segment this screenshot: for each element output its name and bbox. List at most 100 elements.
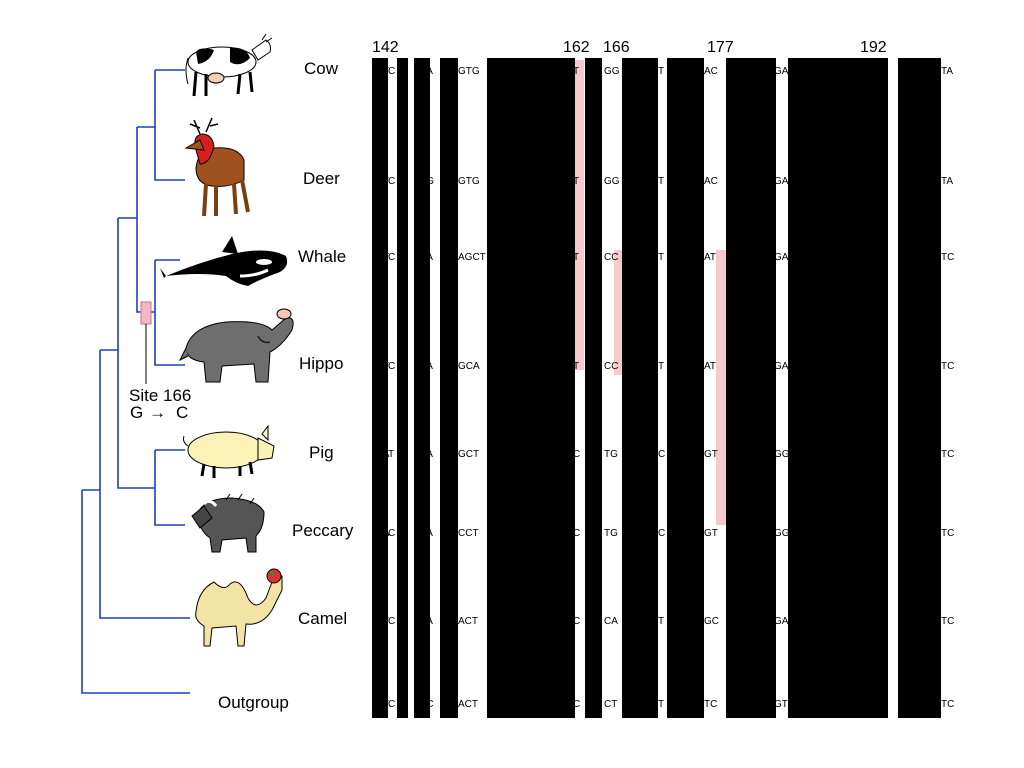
sequence-fragment: C bbox=[388, 361, 395, 372]
site-number: 142 bbox=[372, 39, 399, 56]
site-number: 166 bbox=[603, 39, 630, 56]
sequence-fragment: GCT bbox=[458, 449, 479, 460]
sequence-fragment: CCT bbox=[458, 528, 479, 539]
sequence-fragment: AGCT bbox=[458, 252, 486, 263]
mask-bar bbox=[667, 58, 704, 718]
sequence-fragment: AC bbox=[704, 66, 718, 77]
highlight-site-162 bbox=[574, 60, 584, 370]
mask-bar bbox=[397, 58, 408, 718]
sequence-fragment: C bbox=[573, 699, 580, 710]
sequence-fragment: C bbox=[573, 616, 580, 627]
sequence-fragment: C bbox=[388, 252, 395, 263]
sequence-fragment: AC bbox=[704, 176, 718, 187]
mask-bar bbox=[414, 58, 430, 718]
sequence-fragment: TC bbox=[941, 449, 954, 460]
sequence-fragment: GTG bbox=[458, 176, 480, 187]
sequence-fragment: TG bbox=[604, 528, 618, 539]
sequence-fragment: GG bbox=[774, 528, 790, 539]
mask-bar bbox=[726, 58, 776, 718]
taxon-label-deer: Deer bbox=[303, 169, 340, 188]
sequence-fragment: AT bbox=[704, 252, 716, 263]
site-numbers: 142 162 166 177 192 bbox=[372, 39, 887, 56]
hippo-icon bbox=[178, 308, 294, 383]
mask-bar bbox=[622, 58, 658, 718]
sequence-fragment: TA bbox=[941, 176, 953, 187]
sequence-fragment: TC bbox=[941, 361, 954, 372]
sequence-fragment: T bbox=[658, 699, 664, 710]
taxon-labels: Cow Deer Whale Hippo Pig Peccary Camel O… bbox=[218, 59, 354, 712]
highlight-site-177 bbox=[716, 250, 726, 525]
sequence-fragment: AT bbox=[704, 361, 716, 372]
sequence-fragment: GA bbox=[774, 616, 789, 627]
sequence-fragment: C bbox=[388, 176, 395, 187]
sequence-fragment: C bbox=[573, 449, 580, 460]
mask-bar bbox=[372, 58, 388, 718]
sequence-fragment: T bbox=[573, 176, 579, 187]
sequence-fragment: C bbox=[388, 699, 395, 710]
mask-bar bbox=[440, 58, 458, 718]
sequence-fragment: GC bbox=[704, 616, 719, 627]
sequence-fragment: CT bbox=[604, 699, 617, 710]
mask-bar bbox=[487, 58, 575, 718]
site-number: 162 bbox=[563, 39, 590, 56]
sequence-fragment: TC bbox=[941, 616, 954, 627]
taxon-label-hippo: Hippo bbox=[299, 354, 343, 373]
mask-bar bbox=[585, 58, 602, 718]
sequence-fragment: T bbox=[388, 449, 394, 460]
camel-icon bbox=[195, 568, 283, 647]
sequence-fragment: C bbox=[388, 616, 395, 627]
substitution-highlights bbox=[574, 60, 726, 525]
sequence-fragment: C bbox=[573, 528, 580, 539]
sequence-fragment: ACT bbox=[458, 616, 478, 627]
pig-icon bbox=[183, 424, 275, 478]
sequence-fragment: CA bbox=[604, 616, 618, 627]
whale-icon bbox=[158, 236, 288, 286]
deer-icon bbox=[184, 117, 250, 217]
sequence-fragment: CC bbox=[604, 361, 618, 372]
sequence-fragment: GA bbox=[774, 176, 789, 187]
sequence-fragment: C bbox=[658, 449, 665, 460]
annotation-site-label: Site 166 bbox=[129, 386, 191, 405]
sequence-fragment: T bbox=[658, 616, 664, 627]
sequence-fragment: T bbox=[658, 66, 664, 77]
sequence-fragment: C bbox=[388, 528, 395, 539]
sequence-fragment: T bbox=[573, 66, 579, 77]
sequence-fragment: TA bbox=[941, 66, 953, 77]
tree-branch bbox=[117, 218, 155, 489]
sequence-fragment: T bbox=[658, 361, 664, 372]
taxon-label-cow: Cow bbox=[304, 59, 339, 78]
substitution-annotation: Site 166 G → C bbox=[129, 301, 191, 422]
substitution-marker bbox=[140, 301, 152, 325]
sequence-fragment: GA bbox=[774, 252, 789, 263]
sequence-fragment: C bbox=[388, 66, 395, 77]
sequence-fragment: GG bbox=[604, 176, 620, 187]
sequence-fragment: TC bbox=[941, 699, 954, 710]
alignment-masks bbox=[372, 58, 941, 718]
annotation-change-from: G bbox=[130, 403, 143, 422]
sequence-fragment: TG bbox=[604, 449, 618, 460]
sequence-fragment: GT bbox=[774, 699, 788, 710]
taxon-label-whale: Whale bbox=[298, 247, 346, 266]
sequence-fragment: TC bbox=[941, 528, 954, 539]
site-number: 177 bbox=[707, 39, 734, 56]
sequence-fragment: GT bbox=[704, 528, 718, 539]
tree-branch bbox=[154, 260, 185, 366]
sequence-fragment: GA bbox=[774, 361, 789, 372]
sequence-fragment: GTG bbox=[458, 66, 480, 77]
sequence-fragment: CC bbox=[604, 252, 618, 263]
sequence-fragment: GT bbox=[704, 449, 718, 460]
tree-branch bbox=[154, 70, 185, 181]
sequence-fragment: T bbox=[658, 252, 664, 263]
taxon-label-peccary: Peccary bbox=[292, 521, 354, 540]
peccary-icon bbox=[191, 493, 265, 553]
sequence-fragment: GG bbox=[774, 449, 790, 460]
sequence-fragment: ACT bbox=[458, 699, 478, 710]
sequence-alignment: GTCCAGTGTGGTACGACTAGTCCGGTGTGGTACGACTAGT… bbox=[375, 66, 954, 710]
sequence-fragment: GCA bbox=[458, 361, 480, 372]
sequence-fragment: GA bbox=[774, 66, 789, 77]
tree-branch bbox=[136, 127, 155, 313]
tree-branch bbox=[99, 350, 190, 619]
sequence-fragment: C bbox=[658, 528, 665, 539]
taxon-label-pig: Pig bbox=[309, 443, 334, 462]
